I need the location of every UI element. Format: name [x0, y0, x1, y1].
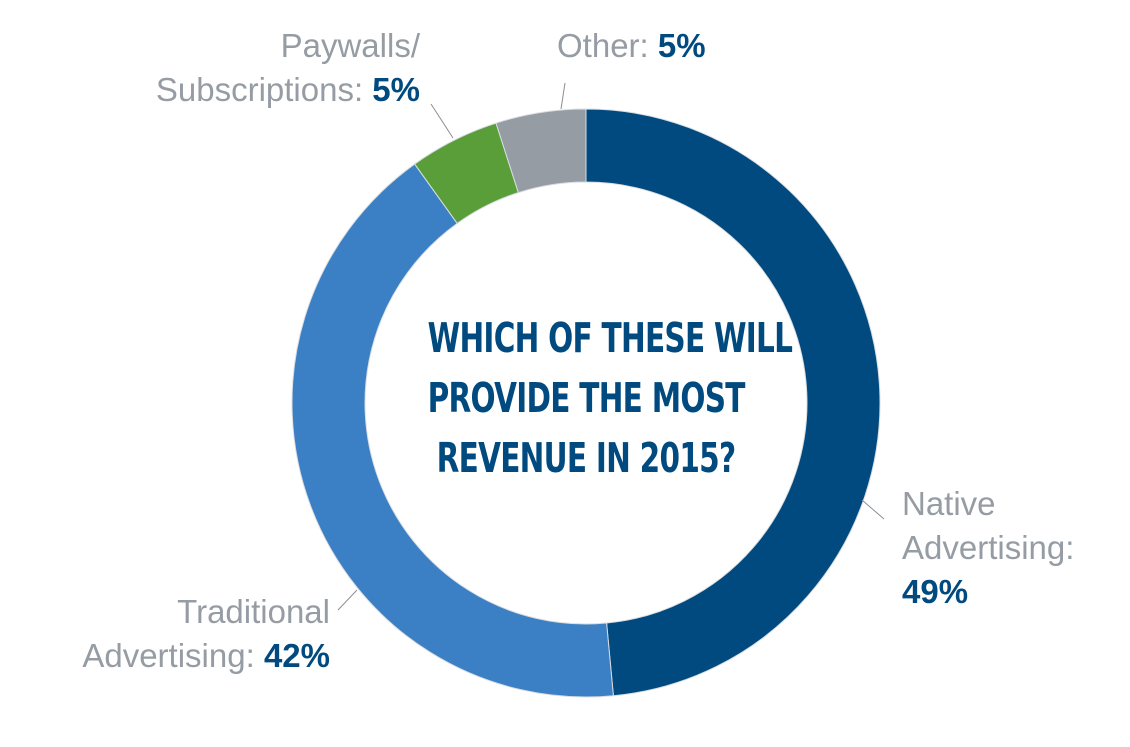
chart-title-line: WHICH OF THESE WILL	[427, 314, 793, 362]
slice-label-value: 5%	[657, 27, 706, 64]
slices-group	[291, 108, 881, 698]
slice-label-other: Other: 5%	[557, 24, 706, 68]
leader-line-other	[560, 82, 566, 110]
chart-title-line: REVENUE IN 2015?	[436, 434, 736, 482]
slice-label-name: Subscriptions:	[155, 71, 364, 108]
slice-label-name: Native	[902, 485, 996, 522]
slice-label-value: 5%	[372, 71, 420, 108]
slice-label-name: Other:	[557, 27, 649, 64]
slice-other	[495, 108, 587, 194]
slice-label-name: Traditional	[177, 593, 330, 630]
slice-traditional-advertising	[291, 163, 614, 698]
slice-label-name: Paywalls/	[280, 27, 420, 64]
leader-line-paywalls-subscriptions	[430, 103, 454, 139]
slice-label-traditional: Traditional Advertising: 42%	[20, 590, 330, 678]
chart-title-line: PROVIDE THE MOST	[427, 374, 746, 422]
leader-line-native-advertising	[861, 499, 885, 520]
slice-native-advertising	[585, 108, 881, 697]
slice-label-name: Advertising:	[82, 637, 255, 674]
leader-lines-group	[337, 82, 885, 611]
chart-title: WHICH OF THESE WILL PROVIDE THE MOST REV…	[427, 308, 793, 488]
leader-line-traditional-advertising	[337, 589, 358, 611]
slice-label-paywalls: Paywalls/ Subscriptions: 5%	[120, 24, 420, 112]
slice-label-value: 49%	[902, 573, 969, 610]
slice-label-name: Advertising:	[902, 529, 1075, 566]
slice-label-native: Native Advertising: 49%	[902, 482, 1074, 614]
slice-label-value: 42%	[263, 637, 330, 674]
